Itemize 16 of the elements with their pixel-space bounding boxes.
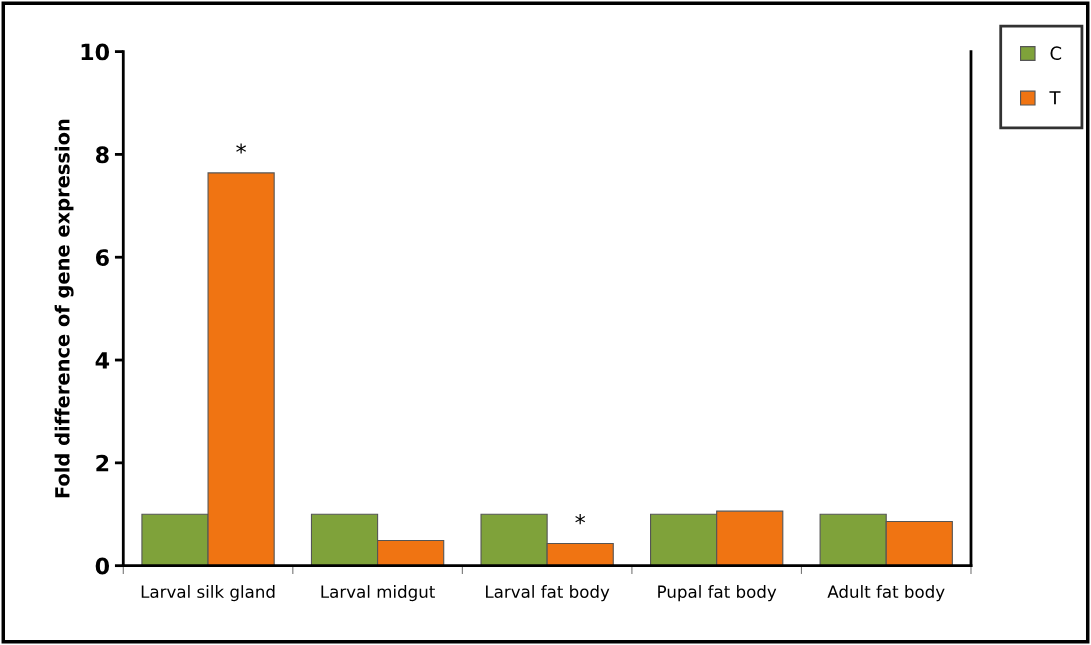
- x-tick-label: Pupal fat body: [658, 585, 777, 602]
- legend-label: T: [1049, 91, 1061, 105]
- y-tick-label: 2: [96, 454, 109, 472]
- y-tick-label: 10: [81, 43, 110, 61]
- y-axis-title: Fold difference of gene expression: [54, 119, 74, 498]
- annotation: *: [236, 143, 247, 154]
- y-tick-label: 4: [95, 352, 110, 369]
- y-tick-label: 8: [95, 146, 109, 164]
- legend-label: C: [1050, 46, 1062, 61]
- x-tick-label: Larval midgut: [321, 585, 435, 602]
- y-tick-label: 6: [96, 249, 109, 266]
- x-tick-label: Larval fat body: [486, 585, 610, 602]
- y-tick-label: 0: [95, 557, 110, 575]
- x-tick-label: Adult fat body: [827, 585, 945, 602]
- annotation: *: [575, 514, 586, 525]
- x-tick-label: Larval silk gland: [141, 585, 275, 602]
